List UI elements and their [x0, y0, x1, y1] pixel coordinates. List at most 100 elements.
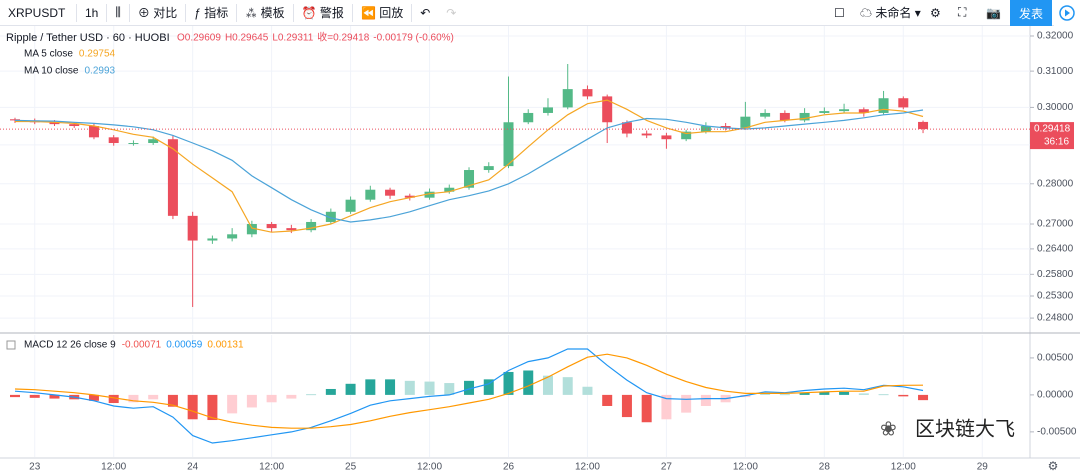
chart-style[interactable]: ⫼ [115, 5, 121, 19]
undo[interactable]: ↶ [420, 5, 431, 20]
candle-body [286, 228, 297, 231]
indicators-label: 指标 [204, 6, 229, 20]
histogram-bar [128, 394, 139, 403]
histogram-bar [29, 394, 40, 398]
histogram-bar [266, 394, 277, 403]
snapshot[interactable]: 📷 [986, 5, 1001, 20]
compare[interactable]: ⊕ 对比 [137, 6, 178, 20]
histogram-bar [819, 391, 830, 395]
x-tick-label: 12:00 [101, 462, 126, 473]
replay[interactable]: ⏪ 回放 [360, 6, 404, 20]
y-tick-label: 0.00000 [1037, 390, 1074, 401]
macd-title: MACD 12 26 close 9 [24, 340, 116, 351]
candle-body [266, 224, 277, 229]
histogram-bar [523, 370, 534, 395]
candle-body [227, 234, 238, 239]
x-tick-label: 24 [187, 462, 199, 473]
legend-name: MA 10 close [24, 66, 79, 77]
candle-body [542, 107, 553, 113]
histogram-bar [148, 394, 159, 400]
ma-line [15, 99, 924, 233]
publish-button[interactable]: 发表 [1010, 0, 1052, 26]
histogram-bar [444, 383, 455, 395]
histogram-bar [49, 394, 60, 399]
candle-body [720, 126, 731, 128]
macd-line [14, 353, 924, 429]
histogram-bar [325, 388, 336, 395]
candle-body [108, 137, 119, 144]
redo[interactable]: ↷ [446, 5, 457, 20]
candle-body [878, 98, 889, 113]
histogram-bar [404, 380, 415, 395]
histogram-bar [602, 394, 613, 406]
histogram-bar [503, 371, 514, 395]
play-icon [1059, 5, 1075, 21]
histogram-bar [207, 394, 218, 421]
candle-body [167, 139, 178, 216]
candle-body [10, 119, 20, 121]
ohlc-readout: 收=0.29418 [317, 31, 369, 44]
x-tick-label: 12:00 [575, 462, 600, 473]
candle-body [306, 221, 317, 231]
histogram-bar [681, 394, 692, 413]
candle-body [49, 122, 60, 125]
y-tick-label: 0.32000 [1037, 31, 1074, 42]
play-button[interactable] [1054, 0, 1080, 26]
candle-body [839, 109, 850, 112]
y-tick-label: -0.00500 [1037, 427, 1077, 438]
symbol[interactable]: XRPUSDT [8, 5, 66, 20]
histogram-bar [10, 394, 20, 398]
histogram-bar [227, 394, 238, 414]
settings[interactable]: ⚙ [930, 5, 941, 20]
candle-body [246, 224, 257, 235]
macd-readout: -0.00071 [122, 340, 162, 351]
histogram-bar [246, 394, 257, 408]
interval[interactable]: 1h [85, 5, 99, 20]
legend-value: 0.29754 [79, 49, 116, 60]
histogram-bar [365, 379, 376, 395]
histogram-bar [700, 394, 711, 406]
ohlc-readout: H0.29645 [225, 33, 269, 44]
alert[interactable]: ⏰ 警报 [301, 6, 344, 20]
layout-name-label: 未命名 [875, 6, 912, 20]
ohlc-readout: O0.29609 [177, 33, 221, 44]
ohlc-readout: L0.29311 [272, 33, 313, 44]
layout-toggle[interactable]: ☐ [834, 5, 845, 20]
x-tick-label: 12:00 [891, 462, 916, 473]
candle-body [898, 98, 909, 108]
fullscreen[interactable]: ⛶ [958, 5, 967, 19]
indicators[interactable]: ƒ 指标 [194, 6, 229, 20]
histogram-bar [760, 393, 771, 395]
templates[interactable]: ⁂ 模板 [245, 6, 285, 20]
candle-body [819, 111, 830, 113]
last-price-label: 0.29418 [1034, 124, 1071, 135]
layout-name[interactable]: ☁ 未命名 ▾ [860, 6, 921, 20]
histogram-bar [582, 386, 593, 395]
candle-body [148, 139, 159, 144]
y-tick-label: 0.30000 [1037, 102, 1074, 113]
histogram-bar [345, 383, 356, 395]
x-tick-label: 27 [661, 462, 673, 473]
candle-body [483, 166, 494, 171]
x-tick-label: 23 [29, 462, 41, 473]
axis-settings[interactable]: ⚙ [1048, 459, 1059, 473]
histogram-bar [799, 392, 810, 395]
candle-body [621, 122, 632, 134]
candle-body [444, 187, 455, 192]
publish-label: 发表 [1018, 6, 1043, 21]
toolbar: XRPUSDT 1h ⫼ ⊕ 对比 ƒ 指标 ⁂ 模板 ⏰ 警报 ⏪ 回放 ↶ ↷… [0, 0, 1080, 26]
candle-body [641, 133, 652, 136]
x-tick-label: 26 [503, 462, 515, 473]
candle-body [799, 112, 810, 121]
histogram-bar [108, 394, 119, 404]
candle-body [562, 89, 573, 108]
x-tick-label: 12:00 [733, 462, 758, 473]
y-tick-label: 0.25800 [1037, 269, 1074, 280]
candle-body [779, 112, 790, 121]
histogram-bar [542, 375, 553, 395]
chart-title: Ripple / Tether USD · 60 · HUOBI [6, 32, 170, 44]
histogram-bar [286, 394, 297, 399]
y-tick-label: 0.28000 [1037, 178, 1074, 189]
